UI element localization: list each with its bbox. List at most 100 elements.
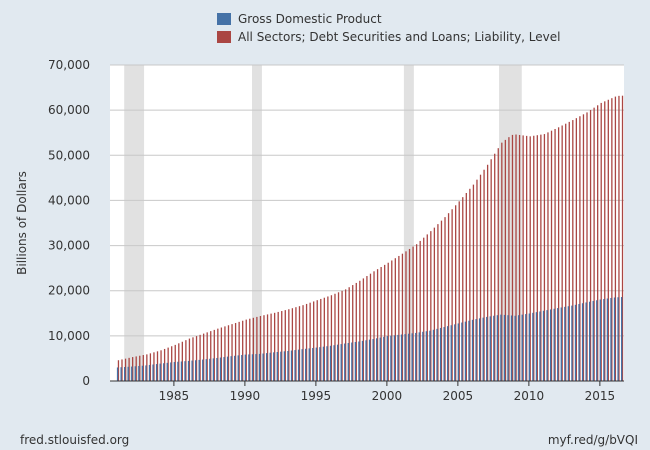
debt-bar xyxy=(554,128,556,381)
debt-bar xyxy=(387,262,389,381)
y-tick-label: 10,000 xyxy=(48,329,90,343)
gdp-bar xyxy=(393,335,396,381)
gdp-bar xyxy=(322,346,325,381)
debt-bar xyxy=(139,355,141,381)
debt-bar xyxy=(462,197,464,381)
gdp-bar xyxy=(606,298,609,381)
debt-bar xyxy=(224,326,226,381)
debt-bar xyxy=(518,134,521,381)
debt-bar xyxy=(231,324,233,381)
y-tick-label: 50,000 xyxy=(48,148,90,162)
gdp-bar xyxy=(120,367,122,381)
gdp-bar xyxy=(546,310,548,381)
gdp-bar xyxy=(400,334,403,381)
debt-bar xyxy=(526,135,528,381)
debt-bar xyxy=(380,267,382,381)
gdp-bar xyxy=(301,349,303,381)
legend-label-gdp: Gross Domestic Product xyxy=(238,12,382,26)
debt-bar xyxy=(586,112,588,382)
debt-bar xyxy=(227,325,230,381)
debt-bar xyxy=(508,137,510,381)
gdp-bar xyxy=(141,365,144,381)
debt-bar xyxy=(298,306,301,381)
debt-bar xyxy=(373,271,375,381)
debt-bar xyxy=(234,322,237,381)
gdp-bar xyxy=(415,332,417,381)
debt-bar xyxy=(444,217,446,381)
y-tick-label: 20,000 xyxy=(48,284,90,298)
debt-bar xyxy=(433,227,436,381)
debt-bar xyxy=(582,114,585,381)
debt-bar xyxy=(614,96,617,381)
debt-bar xyxy=(249,318,251,381)
y-tick-label: 0 xyxy=(82,374,90,388)
gdp-bar xyxy=(333,345,335,381)
gdp-bar xyxy=(418,332,420,381)
debt-bar xyxy=(483,169,485,381)
gdp-bar xyxy=(486,316,488,381)
debt-bar xyxy=(511,134,514,381)
gdp-bar xyxy=(308,348,310,381)
gdp-bar xyxy=(592,300,594,381)
gdp-bar xyxy=(209,358,211,381)
debt-bar xyxy=(568,121,570,381)
gdp-bar xyxy=(503,314,506,381)
gdp-bar xyxy=(613,297,616,381)
debt-bar xyxy=(149,353,152,381)
gdp-bar xyxy=(134,366,136,381)
gdp-bar xyxy=(155,364,158,381)
debt-bar xyxy=(352,285,354,381)
gdp-bar xyxy=(447,326,449,381)
gdp-bar xyxy=(166,362,168,381)
gdp-bar xyxy=(297,349,300,381)
debt-bar xyxy=(174,344,176,381)
gdp-bar xyxy=(436,328,438,381)
source-link[interactable]: fred.stlouisfed.org xyxy=(20,433,129,447)
debt-bar xyxy=(320,298,322,381)
gdp-bar xyxy=(283,351,286,381)
gdp-bar xyxy=(276,352,278,381)
debt-bar xyxy=(302,305,304,381)
gdp-bar xyxy=(425,331,428,381)
debt-bar xyxy=(277,311,279,381)
gdp-bar xyxy=(390,335,392,381)
gdp-bar xyxy=(429,330,431,381)
debt-bar xyxy=(242,320,244,381)
gdp-bar xyxy=(336,344,339,381)
gdp-bar xyxy=(219,357,222,381)
debt-bar xyxy=(178,343,180,381)
gdp-bar xyxy=(397,334,399,381)
gdp-bar xyxy=(617,297,619,381)
x-tick-label: 1985 xyxy=(159,389,190,403)
short-url-link[interactable]: myf.red/g/bVQI xyxy=(548,433,638,447)
gdp-bar xyxy=(180,361,183,381)
debt-bar xyxy=(547,132,549,381)
gdp-bar xyxy=(131,366,133,381)
debt-bar xyxy=(142,355,144,381)
gdp-bar xyxy=(500,314,502,381)
gdp-bar xyxy=(329,345,332,381)
debt-bar xyxy=(132,357,134,381)
debt-bar xyxy=(210,331,212,381)
legend-label-debt: All Sectors; Debt Securities and Loans; … xyxy=(238,30,560,44)
x-tick-label: 2005 xyxy=(443,389,474,403)
gdp-bar xyxy=(493,315,495,381)
debt-bar xyxy=(192,337,194,381)
gdp-bar xyxy=(258,353,261,381)
gdp-bar xyxy=(255,354,257,381)
debt-bar xyxy=(550,130,553,381)
gdp-bar xyxy=(127,366,129,381)
gdp-bar xyxy=(294,350,296,381)
debt-bar xyxy=(195,336,198,381)
debt-bar xyxy=(423,237,425,381)
debt-bar xyxy=(376,269,379,381)
gdp-bar xyxy=(244,354,246,381)
debt-bar xyxy=(607,99,609,381)
gdp-bar xyxy=(535,312,538,381)
y-tick-label: 30,000 xyxy=(48,239,90,253)
debt-bar xyxy=(252,317,254,381)
debt-bar xyxy=(171,346,173,381)
debt-bar xyxy=(426,234,428,381)
gdp-bar xyxy=(567,306,570,381)
